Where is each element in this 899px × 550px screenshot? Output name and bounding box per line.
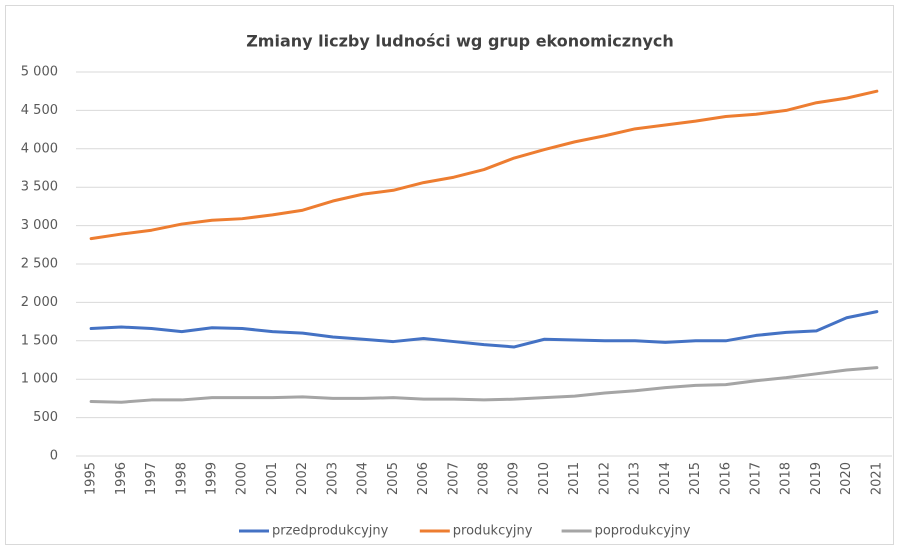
line-series [89, 366, 879, 404]
x-tick-label: 2005 [386, 462, 401, 495]
y-tick-label: 3 000 [21, 218, 58, 233]
x-tick-label: 2018 [779, 462, 794, 495]
x-tick-label: 1999 [205, 462, 220, 495]
x-tick-label: 2020 [839, 462, 854, 495]
y-tick-label: 1 000 [21, 372, 58, 387]
y-tick-label: 0 [50, 449, 58, 464]
x-tick-label: 1998 [174, 462, 189, 495]
x-tick-label: 1995 [84, 462, 99, 495]
y-tick-label: 5 000 [21, 65, 58, 80]
y-tick-label: 1 500 [21, 333, 58, 348]
y-tick-label: 2 500 [21, 257, 58, 272]
x-tick-label: 2003 [325, 462, 340, 495]
x-tick-label: 2008 [477, 462, 492, 495]
y-tick-label: 3 500 [21, 180, 58, 195]
y-tick-label: 4 000 [21, 141, 58, 156]
x-tick-label: 2010 [537, 462, 552, 495]
x-tick-label: 2014 [658, 462, 673, 495]
x-tick-label: 2009 [507, 462, 522, 495]
x-tick-label: 2011 [567, 462, 582, 495]
x-tick-label: 2001 [265, 462, 280, 495]
x-tick-label: 2002 [295, 462, 310, 495]
y-tick-label: 2 000 [21, 295, 58, 310]
y-tick-label: 500 [33, 410, 58, 425]
x-tick-label: 2004 [356, 462, 371, 495]
y-tick-label: 4 500 [21, 103, 58, 118]
line-series [89, 310, 879, 349]
x-tick-label: 2007 [446, 462, 461, 495]
x-tick-label: 1997 [144, 462, 159, 495]
legend-label: poprodukcyjny [595, 524, 691, 539]
x-tick-label: 2016 [718, 462, 733, 495]
chart-title: Zmiany liczby ludności wg grup ekonomicz… [246, 32, 674, 51]
x-tick-label: 2021 [869, 462, 884, 495]
x-tick-label: 2013 [628, 462, 643, 495]
chart-border [5, 5, 894, 545]
x-tick-label: 2017 [749, 462, 764, 495]
legend-label: przedprodukcyjny [272, 524, 389, 539]
x-tick-label: 2006 [416, 462, 431, 495]
legend-label: produkcyjny [453, 524, 533, 539]
x-tick-label: 2015 [688, 462, 703, 495]
x-tick-label: 2019 [809, 462, 824, 495]
x-tick-label: 2012 [597, 462, 612, 495]
x-tick-label: 2000 [235, 462, 250, 495]
x-tick-label: 1996 [114, 462, 129, 495]
line-series [89, 89, 879, 241]
